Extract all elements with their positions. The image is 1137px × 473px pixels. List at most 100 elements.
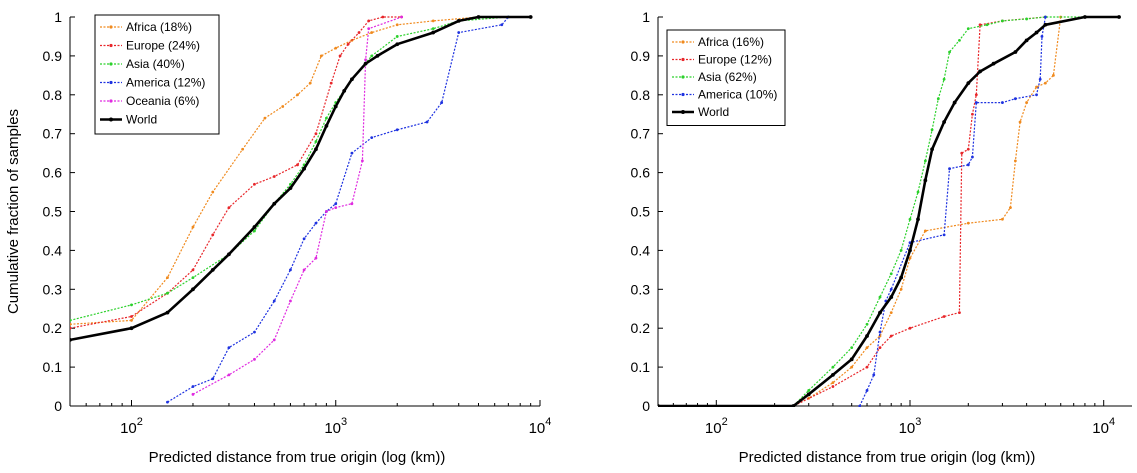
chart-panel-1: 0 0.1 0.2 0.3 0.4 0.5 0.6 0.7 0.8 0.9 1 102 103 104 Pr… [5, 9, 551, 466]
data-point [948, 167, 951, 171]
y-tick-label: 0.3 [43, 281, 63, 297]
data-point [1035, 85, 1038, 89]
legend-marker [109, 80, 113, 85]
y-axis-label: Cumulative fraction of samples [5, 109, 22, 314]
data-point [227, 206, 231, 210]
y-tick-label: 0.5 [43, 204, 63, 220]
data-point [324, 116, 328, 120]
legend-label: World [126, 113, 157, 127]
legend-marker [109, 43, 113, 48]
legend-marker [109, 117, 113, 122]
y-tick-label: 0.9 [43, 48, 63, 64]
data-point [942, 120, 947, 124]
series-line [658, 15, 1119, 407]
data-point [899, 287, 903, 291]
data-point [528, 15, 533, 19]
legend-marker [681, 110, 685, 114]
data-point [367, 19, 371, 23]
data-point [878, 295, 882, 299]
y-tick-label: 0.3 [631, 281, 651, 297]
data-point [850, 365, 854, 369]
data-point [923, 159, 927, 163]
chart-panel-2: 0 0.1 0.2 0.3 0.4 0.5 0.6 0.7 0.8 0.9 1 102 103 104 Pr… [631, 9, 1132, 466]
series-line [658, 16, 1046, 407]
data-point [1025, 17, 1029, 21]
legend-label: World [698, 105, 729, 119]
data-point [350, 77, 354, 82]
y-tick-label: 0.2 [631, 320, 651, 336]
series-line [70, 15, 531, 342]
data-point [263, 116, 267, 120]
data-point [948, 50, 951, 54]
data-point [908, 256, 912, 260]
data-point [985, 23, 989, 27]
data-point [360, 159, 364, 163]
data-point [308, 81, 312, 85]
y-tick-label: 1 [642, 9, 650, 25]
data-point [346, 42, 350, 46]
data-point [191, 392, 195, 396]
data-point [971, 155, 974, 159]
x-tick-label: 104 [1092, 416, 1115, 437]
data-point [211, 233, 215, 237]
legend-label: Europe (12%) [698, 53, 772, 67]
data-point [227, 252, 231, 257]
data-point [1018, 120, 1022, 124]
data-point [966, 147, 970, 151]
legend-marker [681, 92, 685, 97]
data-point [456, 18, 461, 23]
data-point [302, 268, 306, 272]
series-world [658, 15, 1121, 407]
data-point [865, 334, 869, 338]
y-tick-label: 0.1 [43, 359, 63, 375]
data-point [302, 166, 307, 171]
data-point [289, 299, 292, 303]
data-point [1083, 15, 1087, 19]
data-point [878, 310, 882, 315]
y-tick-label: 0 [54, 398, 62, 414]
data-point [70, 326, 72, 330]
legend-label: Asia (62%) [698, 70, 757, 84]
data-point [191, 225, 195, 229]
data-point [314, 256, 318, 260]
data-point [1013, 97, 1017, 101]
x-axis-label: Predicted distance from true origin (log… [149, 449, 446, 466]
legend-marker [681, 75, 685, 79]
data-point [363, 61, 368, 66]
data-point [1025, 101, 1029, 104]
data-point [253, 330, 256, 334]
y-tick-label: 0.8 [43, 87, 63, 103]
data-point [1024, 38, 1029, 43]
series-line [658, 16, 1062, 407]
data-point [370, 136, 374, 139]
data-point [958, 38, 961, 42]
data-point [324, 124, 329, 128]
data-point [70, 337, 72, 342]
data-point [850, 346, 854, 350]
data-point [974, 101, 978, 104]
data-point [252, 225, 257, 229]
legend-label: Asia (40%) [126, 57, 185, 71]
data-point [942, 315, 946, 318]
y-tick-label: 0.9 [631, 48, 651, 64]
data-point [966, 163, 970, 167]
data-point [253, 229, 256, 233]
data-point [296, 93, 299, 97]
data-point [296, 163, 299, 167]
data-point [241, 147, 245, 151]
data-point [889, 311, 893, 315]
data-point [70, 322, 72, 326]
data-point [253, 357, 256, 361]
series-line [859, 16, 1046, 407]
data-point [272, 299, 276, 303]
data-point [942, 77, 946, 81]
data-point [227, 373, 231, 377]
data-point [425, 120, 429, 124]
data-point [966, 221, 970, 225]
data-point [130, 315, 133, 318]
series-world [70, 15, 533, 342]
data-point [831, 372, 835, 377]
data-point [314, 132, 318, 136]
